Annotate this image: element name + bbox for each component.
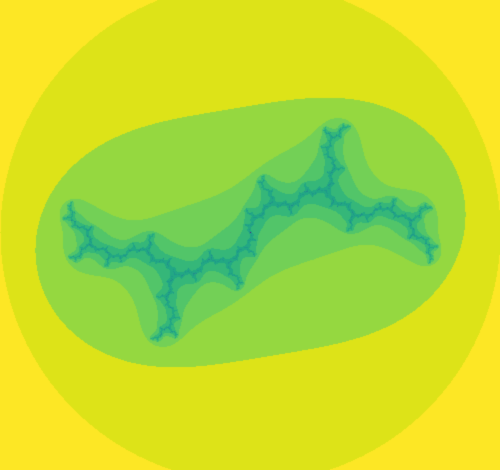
julia-fractal-image — [0, 0, 500, 470]
